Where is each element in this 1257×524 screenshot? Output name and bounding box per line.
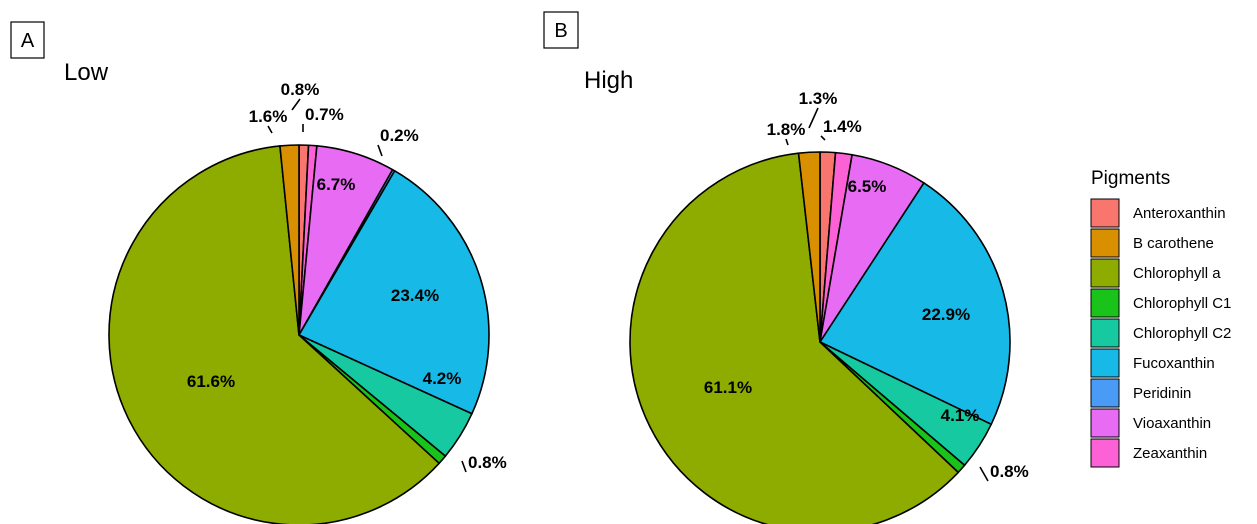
legend-label-anteroxanthin: Anteroxanthin [1133, 205, 1226, 222]
label-zeaxanthin: 0.7% [305, 105, 344, 124]
panel-b-title: High [584, 67, 633, 94]
legend-swatch-vioaxanthin [1090, 408, 1120, 438]
label-anteroxanthin: 0.8% [281, 80, 320, 99]
legend-swatch-zeaxanthin [1090, 438, 1120, 468]
label-zeaxanthin: 1.4% [823, 117, 862, 136]
label-chlorophyll-a: 61.6% [187, 372, 235, 391]
legend-label-vioaxanthin: Vioaxanthin [1133, 415, 1211, 432]
label-chlorophyll-c2: 4.1% [941, 406, 980, 425]
legend-swatch-chlorophyll-c2 [1090, 318, 1120, 348]
panel-a-pie: 0.8% 0.7% 6.7% 0.2% 23.4% 4.2% 0.8% 61.6% 1.6% [108, 80, 507, 524]
leader-line-zeaxanthin [820, 135, 826, 141]
leader-line-anteroxanthin [291, 98, 301, 111]
label-vioaxanthin: 6.7% [317, 175, 356, 194]
panel-a-label-box [10, 21, 45, 59]
legend-swatch-peridinin [1090, 378, 1120, 408]
panel-b-label: B [554, 20, 567, 42]
panel-a: A Low 0.8% 0.7% 6.7% 0.2% 23.4% 4.2% 0.8% 61.6%… [10, 21, 507, 524]
panel-b: B High 1.3% 1.4% 6.5% 22.9% 4.1% 0.8% 61.1% 1.8… [543, 11, 1029, 524]
leader-line-chlorophyll-c1 [979, 466, 989, 482]
legend-swatch-fucoxanthin [1090, 348, 1120, 378]
legend-label-chlorophyll-c1: Chlorophyll C1 [1133, 295, 1231, 312]
panel-b-label-box [543, 11, 579, 49]
legend-label-fucoxanthin: Fucoxanthin [1133, 355, 1215, 372]
label-vioaxanthin: 6.5% [848, 177, 887, 196]
leader-line-b-carothene [785, 138, 789, 146]
leader-line-peridinin [377, 144, 383, 157]
leader-line-anteroxanthin [808, 107, 819, 129]
label-b-carothene: 1.8% [767, 120, 806, 139]
label-fucoxanthin: 23.4% [391, 286, 439, 305]
legend-label-chlorophyll-c2: Chlorophyll C2 [1133, 325, 1231, 342]
legend-label-peridinin: Peridinin [1133, 385, 1191, 402]
label-chlorophyll-c2: 4.2% [423, 369, 462, 388]
legend-label-zeaxanthin: Zeaxanthin [1133, 445, 1207, 462]
label-anteroxanthin: 1.3% [799, 89, 838, 108]
panel-a-label: A [21, 30, 35, 52]
label-chlorophyll-c1: 0.8% [990, 462, 1029, 481]
legend-swatch-chlorophyll-c1 [1090, 288, 1120, 318]
legend-items: Anteroxanthin B carothene Chlorophyll a Chl… [1090, 198, 1231, 468]
label-b-carothene: 1.6% [249, 107, 288, 126]
label-chlorophyll-a: 61.1% [704, 378, 752, 397]
label-peridinin: 0.2% [380, 126, 419, 145]
label-chlorophyll-c1: 0.8% [468, 453, 507, 472]
panel-b-pie: 1.3% 1.4% 6.5% 22.9% 4.1% 0.8% 61.1% 1.8% [629, 89, 1029, 524]
legend-swatch-anteroxanthin [1090, 198, 1120, 228]
slice-fucoxanthin [298, 170, 490, 415]
panel-a-title: Low [64, 59, 109, 86]
legend-label-b-carothene: B carothene [1133, 235, 1214, 252]
slice-chlorophyll-a [108, 145, 440, 524]
legend: Pigments Anteroxanthin B carothene Chlorop… [1090, 168, 1231, 468]
label-fucoxanthin: 22.9% [922, 305, 970, 324]
slice-chlorophyll-a [629, 152, 959, 524]
slice-b-carothene [279, 144, 300, 336]
legend-swatch-b-carothene [1090, 228, 1120, 258]
legend-swatch-chlorophyll-a [1090, 258, 1120, 288]
slice-b-carothene [797, 151, 821, 343]
leader-line-b-carothene [267, 125, 273, 134]
legend-label-chlorophyll-a: Chlorophyll a [1133, 265, 1221, 282]
legend-title: Pigments [1091, 168, 1170, 189]
leader-line-chlorophyll-c1 [461, 460, 467, 473]
